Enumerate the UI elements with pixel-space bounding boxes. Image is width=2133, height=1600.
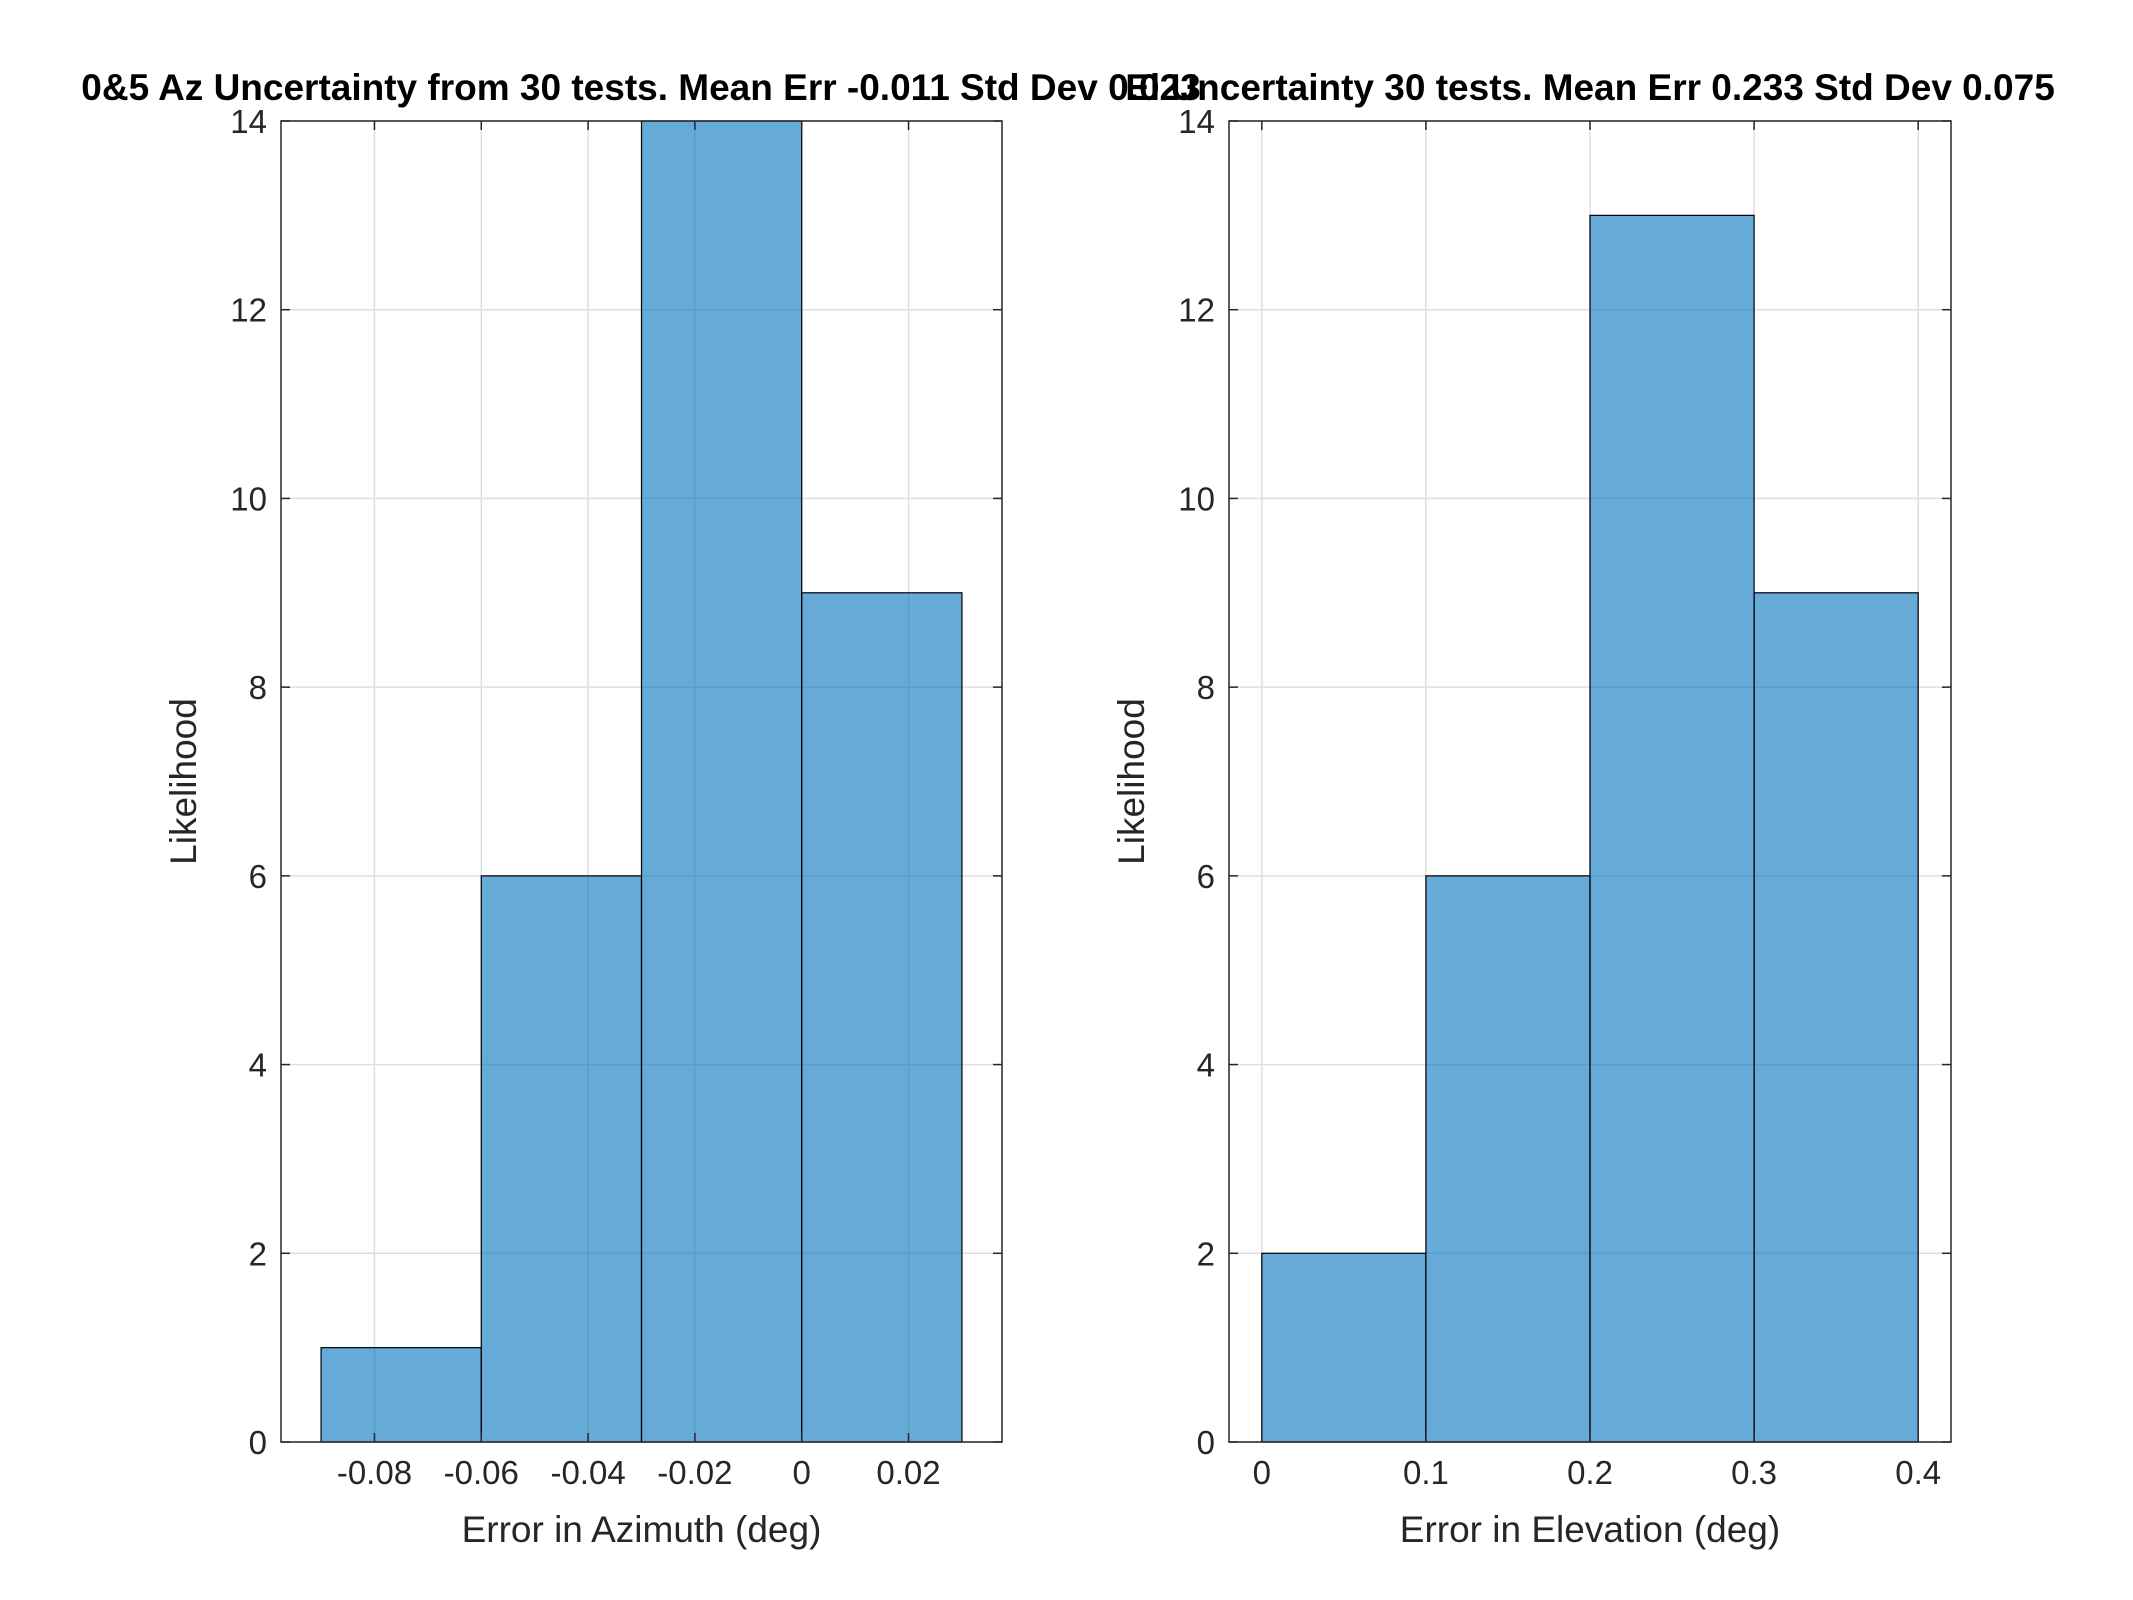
elevation-bar: [1589, 214, 1755, 1443]
azimuth-y-tick-label: 8: [249, 669, 267, 706]
elevation-y-tick-label: 10: [1178, 480, 1215, 517]
elevation-x-tick-labels: 0 0.1 0.2 0.3 0.4: [1253, 1454, 1941, 1491]
azimuth-bar: [320, 1347, 482, 1443]
elevation-y-axis-label: Likelihood: [1111, 698, 1152, 865]
elevation-bars: [1261, 214, 1919, 1443]
elevation-y-tick-label: 6: [1197, 858, 1215, 895]
azimuth-bar: [480, 875, 643, 1443]
azimuth-x-tick-label: -0.06: [444, 1454, 519, 1491]
elevation-axes-frame: [1228, 120, 1952, 1443]
elevation-x-tick-label: 0.1: [1403, 1454, 1449, 1491]
azimuth-x-axis-label: Error in Azimuth (deg): [462, 1509, 822, 1550]
azimuth-chart-title: 0&5 Az Uncertainty from 30 tests. Mean E…: [81, 67, 1200, 108]
elevation-x-axis-label: Error in Elevation (deg): [1400, 1509, 1780, 1550]
elevation-x-tick-label: 0.4: [1895, 1454, 1941, 1491]
elevation-histogram: 0 0.1 0.2 0.3 0.4 0 2 4 6 8 10 12 14 El Uncertainty…: [1111, 67, 2055, 1550]
azimuth-y-tick-label: 0: [249, 1424, 267, 1461]
azimuth-y-tick-label: 6: [249, 858, 267, 895]
azimuth-x-tick-label: -0.08: [337, 1454, 412, 1491]
azimuth-axes-frame: [280, 120, 1003, 1443]
elevation-y-tick-label: 12: [1178, 292, 1215, 329]
azimuth-x-tick-label: 0: [793, 1454, 811, 1491]
azimuth-histogram: -0.08 -0.06 -0.04 -0.02 0 0.02 0 2 4 6 8 10 12 14 0&…: [81, 67, 1200, 1550]
azimuth-y-tick-labels: 0 2 4 6 8 10 12 14: [230, 103, 267, 1461]
elevation-y-tick-labels: 0 2 4 6 8 10 12 14: [1178, 103, 1215, 1461]
azimuth-y-tick-label: 4: [249, 1047, 267, 1084]
elevation-x-tick-label: 0.3: [1731, 1454, 1777, 1491]
elevation-x-tick-label: 0: [1253, 1454, 1271, 1491]
elevation-chart-title: El Uncertainty 30 tests. Mean Err 0.233 …: [1125, 67, 2055, 108]
elevation-x-tick-label: 0.2: [1567, 1454, 1613, 1491]
azimuth-bar: [801, 592, 963, 1443]
azimuth-x-tick-labels: -0.08 -0.06 -0.04 -0.02 0 0.02: [337, 1454, 941, 1491]
azimuth-y-tick-label: 12: [230, 292, 267, 329]
elevation-y-tick-label: 8: [1197, 669, 1215, 706]
elevation-y-tick-label: 2: [1197, 1235, 1215, 1272]
azimuth-y-tick-label: 10: [230, 480, 267, 517]
elevation-y-tick-label: 4: [1197, 1047, 1215, 1084]
elevation-y-tick-label: 0: [1197, 1424, 1215, 1461]
azimuth-x-tick-label: -0.02: [657, 1454, 732, 1491]
azimuth-y-tick-label: 2: [249, 1235, 267, 1272]
elevation-bar: [1753, 592, 1919, 1443]
azimuth-y-axis-label: Likelihood: [163, 698, 204, 865]
azimuth-axes-box: [280, 120, 1003, 1443]
azimuth-bars: [320, 120, 963, 1443]
azimuth-x-tick-label: 0.02: [876, 1454, 940, 1491]
azimuth-y-tick-label: 14: [230, 103, 267, 140]
azimuth-bar: [640, 120, 803, 1443]
elevation-bar: [1261, 1252, 1427, 1443]
elevation-y-tick-label: 14: [1178, 103, 1215, 140]
elevation-bar: [1425, 875, 1591, 1443]
azimuth-x-tick-label: -0.04: [550, 1454, 625, 1491]
